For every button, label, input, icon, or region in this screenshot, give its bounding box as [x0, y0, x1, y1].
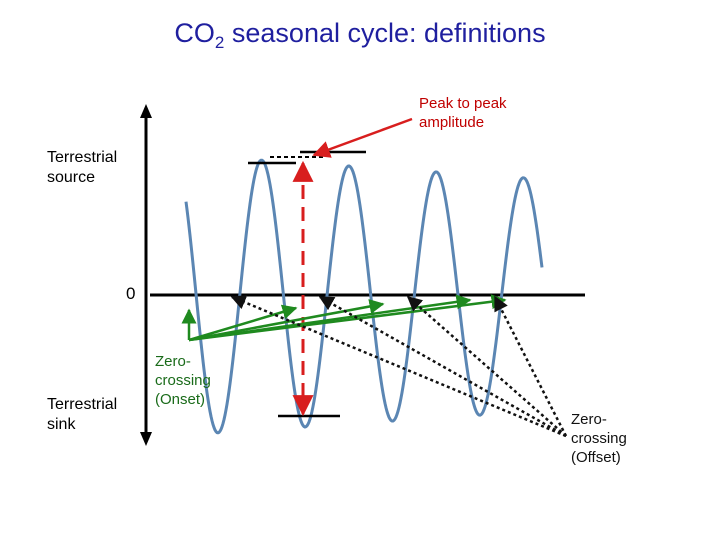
onset-arrow-2: [188, 304, 298, 342]
co2-wave: [184, 158, 544, 435]
offset-label: Zero- crossing (Offset): [571, 411, 627, 466]
y-axis-arrow-bottom: [140, 432, 152, 446]
offset-arrow-4: [493, 295, 568, 437]
onset-arrows: [181, 294, 507, 342]
onset-arrow-3: [188, 299, 385, 342]
y-axis-arrow-top: [140, 104, 152, 118]
zero-label: 0: [126, 284, 136, 303]
offset-arrow-3: [406, 296, 567, 437]
offset-arrow-1: [230, 295, 567, 438]
onset-label: Zero- crossing (Onset): [155, 353, 211, 408]
peak-label-pointer: [312, 117, 413, 158]
diagram-title: CO2 seasonal cycle: definitions: [174, 18, 546, 52]
terrestrial-source-label: Terrestrial source: [47, 149, 118, 186]
peak-amplitude-label: Peak to peak amplitude: [419, 95, 507, 131]
terrestrial-sink-label: Terrestrial sink: [47, 396, 118, 433]
offset-arrows: [230, 295, 568, 438]
offset-arrow-2: [318, 295, 567, 438]
onset-arrow-5: [188, 294, 507, 342]
